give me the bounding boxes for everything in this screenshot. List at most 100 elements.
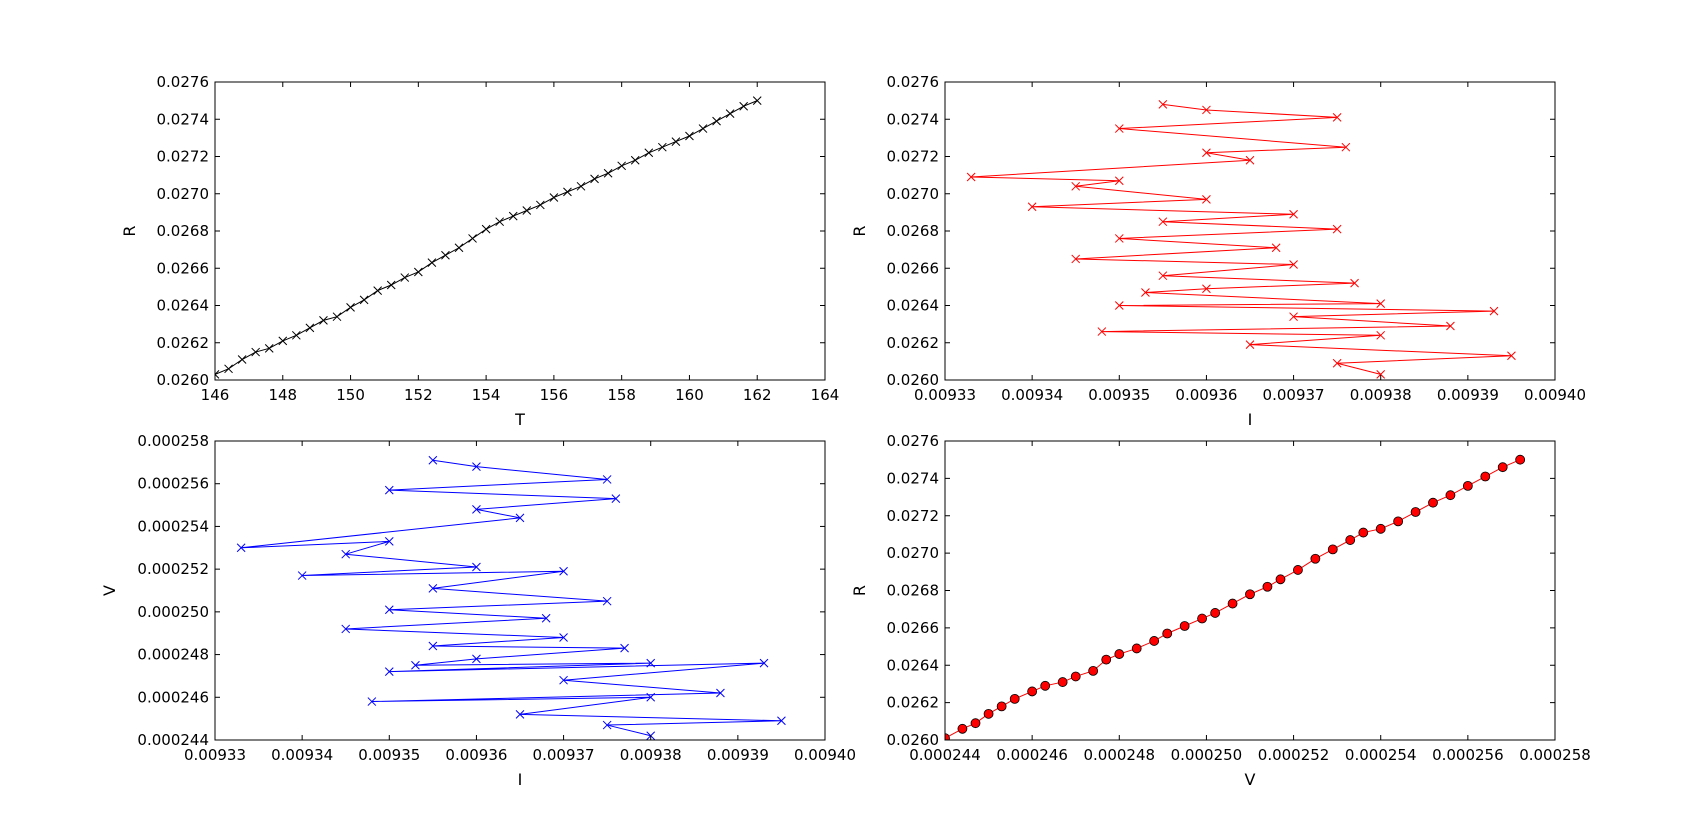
- x-tick-label: 0.00933: [914, 386, 976, 404]
- y-tick-label: 0.0260: [157, 371, 210, 389]
- data-point: [522, 206, 532, 215]
- data-point: [1245, 589, 1255, 600]
- data-point: [1179, 621, 1190, 631]
- data-point: [1158, 217, 1168, 227]
- data-point: [1293, 565, 1303, 575]
- data-point: [1210, 608, 1221, 618]
- x-tick-label: 150: [336, 386, 365, 404]
- x-tick-label: 0.00939: [707, 746, 769, 764]
- series-line: [241, 459, 782, 737]
- data-point: [739, 101, 749, 111]
- x-tick-label: 0.00933: [184, 746, 246, 764]
- data-point: [1275, 574, 1286, 585]
- data-point: [1202, 148, 1211, 158]
- y-tick-label: 0.000258: [137, 432, 209, 450]
- data-point: [472, 654, 481, 664]
- x-tick-label: 0.00936: [1175, 386, 1237, 404]
- x-tick-label: 0.00936: [445, 746, 507, 764]
- data-point: [1497, 462, 1508, 473]
- data-point: [346, 303, 355, 312]
- data-point: [1202, 284, 1211, 294]
- data-point: [1289, 312, 1298, 322]
- data-point: [603, 168, 613, 178]
- data-point: [1114, 124, 1124, 133]
- y-tick-label: 0.0268: [887, 582, 940, 600]
- data-point: [685, 131, 694, 141]
- data-point: [472, 462, 481, 471]
- data-point: [1009, 693, 1020, 704]
- data-point: [646, 692, 656, 702]
- y-tick-label: 0.0274: [887, 469, 940, 487]
- subplot-top-right: 0.00933 0.00934 0.00935 0.00936 0.00937 0.009…: [850, 73, 1586, 429]
- y-tick-label: 0.000248: [137, 646, 209, 664]
- data-point: [1480, 471, 1491, 482]
- data-point: [1507, 351, 1516, 361]
- data-point: [237, 355, 247, 364]
- data-point: [725, 109, 735, 119]
- data-point: [224, 364, 233, 374]
- data-point: [1027, 686, 1038, 697]
- data-point: [698, 124, 708, 133]
- data-point: [945, 733, 950, 740]
- y-axis-label: R: [850, 585, 869, 596]
- subplot-bottom-left: 0.00933 0.00934 0.00935 0.00936 0.00937 0.009…: [100, 432, 856, 789]
- data-point: [1202, 105, 1211, 115]
- y-tick-label: 0.0266: [887, 619, 940, 637]
- x-tick-label: 0.000250: [1171, 746, 1243, 764]
- data-point: [297, 571, 307, 580]
- data-point: [264, 343, 274, 353]
- data-point: [215, 370, 220, 379]
- data-point: [1088, 665, 1099, 676]
- data-point: [1202, 194, 1211, 204]
- data-point: [1376, 370, 1386, 379]
- data-point: [1149, 636, 1160, 646]
- data-point: [373, 286, 383, 295]
- data-point: [454, 243, 464, 253]
- data-point: [657, 142, 667, 152]
- data-point: [535, 200, 545, 210]
- data-point: [428, 641, 438, 651]
- x-tick-label: 0.00934: [1001, 386, 1063, 404]
- data-point: [617, 161, 627, 171]
- data-point: [602, 720, 612, 730]
- data-point: [341, 549, 351, 559]
- y-tick-label: 0.000244: [137, 731, 209, 749]
- data-point: [602, 475, 612, 484]
- data-point: [1070, 671, 1081, 682]
- data-point: [1376, 330, 1386, 340]
- data-point: [1289, 209, 1298, 219]
- y-tick-label: 0.000252: [137, 560, 209, 578]
- data-point: [1114, 301, 1124, 310]
- data-point: [559, 566, 568, 576]
- x-tick-label: 0.000256: [1432, 746, 1504, 764]
- data-point: [359, 295, 369, 305]
- x-tick-label: 0.000248: [1083, 746, 1155, 764]
- data-point: [957, 723, 968, 734]
- x-tick-label: 0.00938: [620, 746, 682, 764]
- data-point: [1446, 321, 1455, 331]
- data-point: [1101, 654, 1112, 665]
- data-point: [1428, 497, 1438, 508]
- x-tick-label: 0.000244: [909, 746, 981, 764]
- data-point: [1489, 306, 1499, 316]
- data-point: [1162, 628, 1173, 639]
- data-point: [441, 250, 450, 260]
- y-tick-label: 0.0264: [887, 656, 940, 674]
- data-point: [563, 187, 572, 197]
- y-tick-label: 0.0264: [157, 297, 210, 315]
- data-point: [468, 234, 477, 243]
- data-point: [541, 613, 551, 623]
- data-point: [411, 660, 420, 670]
- data-point: [515, 710, 525, 719]
- data-point: [1158, 99, 1168, 109]
- data-point: [1358, 527, 1369, 538]
- data-point: [1027, 202, 1037, 212]
- data-point: [1245, 340, 1255, 349]
- data-point: [384, 537, 394, 546]
- data-point: [1332, 358, 1342, 368]
- x-axis-label: T: [514, 410, 525, 429]
- y-tick-label: 0.0262: [887, 334, 940, 352]
- y-tick-label: 0.0272: [887, 507, 940, 525]
- y-tick-label: 0.0268: [887, 222, 940, 240]
- x-tick-label: 0.000252: [1258, 746, 1330, 764]
